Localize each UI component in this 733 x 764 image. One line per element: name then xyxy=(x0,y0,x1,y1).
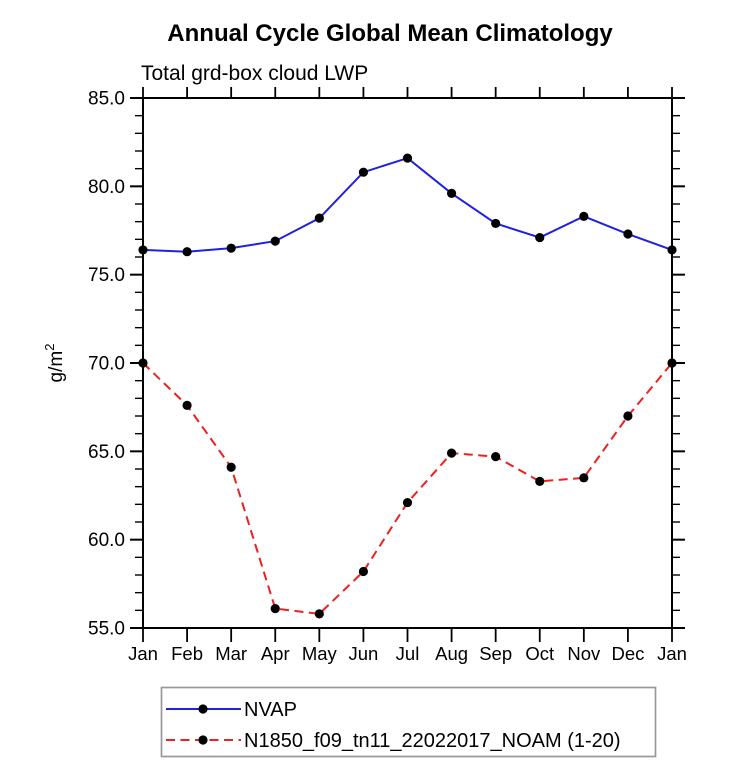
data-point-marker-0 xyxy=(623,229,633,239)
x-tick-label: Jul xyxy=(396,643,420,664)
data-point-marker-0 xyxy=(446,188,457,198)
y-tick-label: 70.0 xyxy=(88,354,125,375)
plot-frame xyxy=(142,97,673,629)
x-tick-label: May xyxy=(302,643,338,664)
y-tick-label: 60.0 xyxy=(88,530,125,551)
axis-labels-group: 55.0 60.0 65.0 70.0 75.0 80.0 85.0 Jan Feb Mar Apr… xyxy=(88,89,687,665)
legend-box xyxy=(160,686,657,758)
data-point-marker-0 xyxy=(535,232,545,243)
y-tick-label: 85.0 xyxy=(88,89,125,110)
data-point-marker-0 xyxy=(358,167,369,177)
x-tick-label: Apr xyxy=(261,643,290,664)
y-tick-label: 75.0 xyxy=(88,265,125,286)
data-point-marker-0 xyxy=(226,243,236,253)
data-point-marker-1 xyxy=(491,452,501,462)
x-tick-label: Jan xyxy=(657,643,687,664)
y-tick-label: 80.0 xyxy=(88,177,125,198)
legend-marker-nvap xyxy=(198,704,208,714)
data-point-marker-0 xyxy=(182,247,192,257)
data-point-marker-1 xyxy=(623,411,633,421)
data-point-marker-1 xyxy=(579,473,589,483)
legend-marker-n1850 xyxy=(198,735,208,745)
data-point-marker-0 xyxy=(270,236,280,246)
x-tick-label: Feb xyxy=(171,643,203,664)
data-point-marker-0 xyxy=(402,153,413,163)
x-tick-label: Sep xyxy=(479,643,512,664)
x-tick-label: Jan xyxy=(128,643,158,664)
data-point-marker-1 xyxy=(270,603,280,614)
data-point-marker-0 xyxy=(579,211,589,221)
chart-title: Annual Cycle Global Mean Climatology xyxy=(167,20,613,47)
x-tick-label: Mar xyxy=(215,643,247,664)
series-line-1 xyxy=(142,362,673,615)
x-tick-label: Jun xyxy=(349,643,379,664)
chart-subtitle: Total grd-box cloud LWP xyxy=(141,62,368,85)
y-tick-label: 55.0 xyxy=(88,619,125,640)
data-point-marker-1 xyxy=(358,566,369,577)
data-point-marker-1 xyxy=(402,497,413,508)
legend-label-n1850: N1850_f09_tn11_22022017_NOAM (1-20) xyxy=(244,730,621,752)
x-tick-label: Oct xyxy=(525,643,554,664)
y-axis-title-main: g/m xyxy=(46,351,67,383)
data-point-marker-1 xyxy=(535,476,545,486)
data-point-marker-1 xyxy=(314,609,324,619)
data-point-marker-1 xyxy=(226,462,236,472)
y-axis-title: g/m2 xyxy=(42,344,67,383)
data-point-marker-1 xyxy=(446,448,457,458)
legend-label-nvap: NVAP xyxy=(244,699,297,721)
legend: NVAP N1850_f09_tn11_22022017_NOAM (1-20) xyxy=(160,686,657,758)
x-tick-label: Nov xyxy=(567,643,601,664)
y-tick-label: 65.0 xyxy=(88,442,125,463)
data-series-group xyxy=(138,153,677,619)
series-line-0 xyxy=(142,156,673,253)
data-point-marker-1 xyxy=(182,400,192,410)
y-axis-title-superscript: 2 xyxy=(42,344,57,351)
x-tick-label: Aug xyxy=(435,643,468,664)
data-point-marker-0 xyxy=(491,218,501,229)
data-point-marker-0 xyxy=(314,213,324,223)
x-tick-label: Dec xyxy=(611,643,644,664)
axis-ticks-group xyxy=(130,87,685,642)
